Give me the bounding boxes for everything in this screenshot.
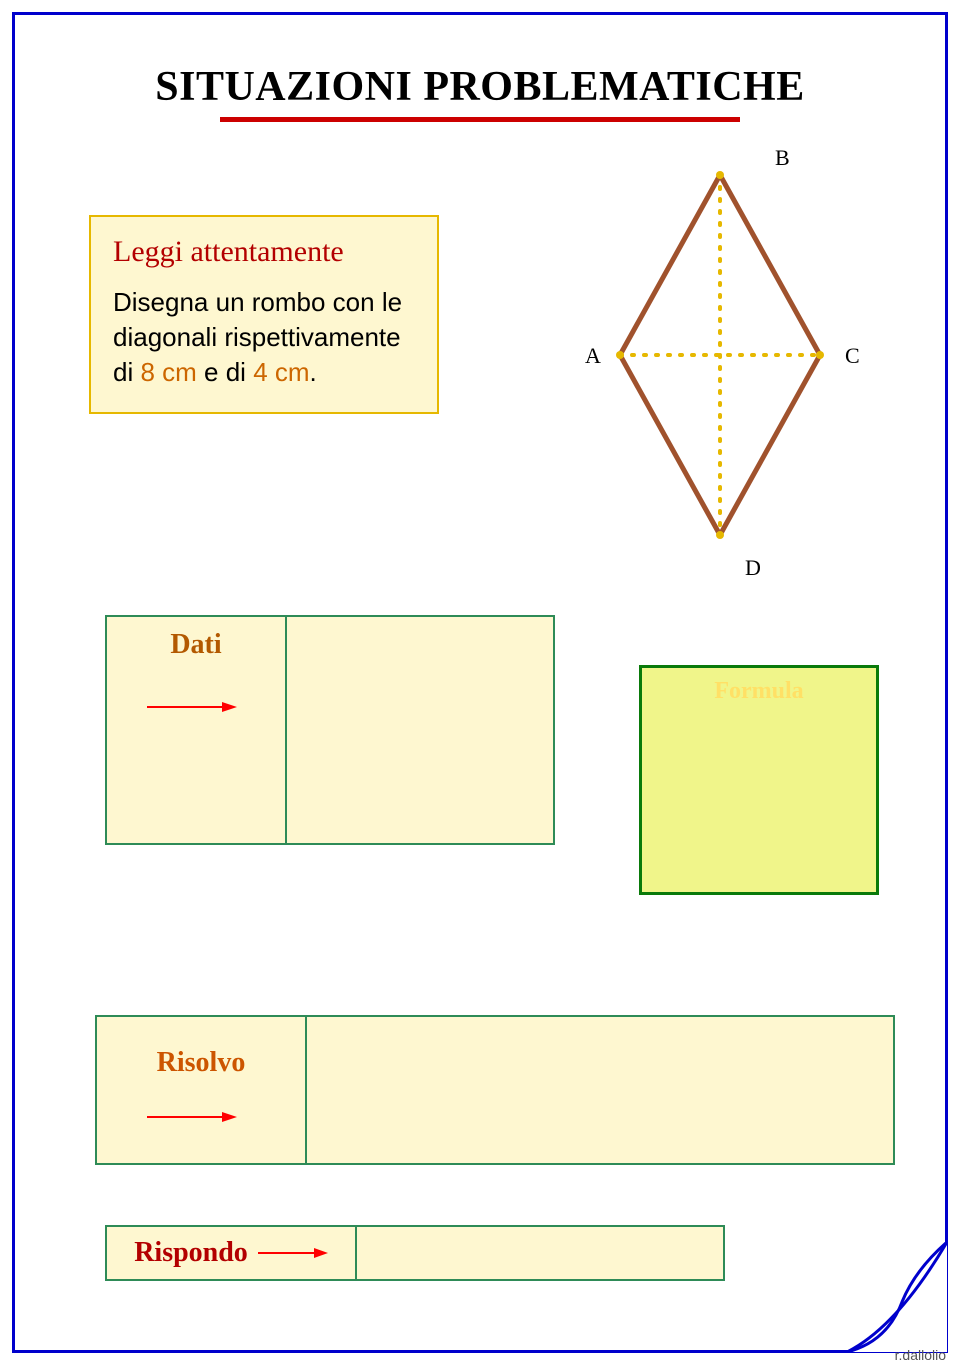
vertex-b-label: B: [775, 145, 790, 171]
diag2-value: 4 cm: [253, 357, 309, 387]
rispondo-label-cell: Rispondo: [107, 1227, 357, 1279]
text-post: .: [310, 357, 317, 387]
dati-arrow-icon: [147, 697, 237, 717]
instructions-card: Leggi attentamente Disegna un rombo con …: [89, 215, 439, 414]
title-block: SITUAZIONI PROBLEMATICHE: [15, 63, 945, 122]
rispondo-arrow-icon: [258, 1244, 328, 1262]
risolvo-label-cell: Risolvo: [97, 1017, 307, 1163]
dati-box: Dati: [105, 615, 555, 845]
risolvo-label: Risolvo: [97, 1047, 305, 1079]
instructions-text: Disegna un rombo con le diagonali rispet…: [113, 285, 415, 390]
vertex-c-label: C: [845, 343, 860, 369]
vertex-a-dot: [616, 351, 624, 359]
vertex-b-dot: [716, 171, 724, 179]
vertex-d-label: D: [745, 555, 761, 581]
vertex-d-dot: [716, 531, 724, 539]
dati-content-cell: [287, 617, 553, 843]
instructions-heading: Leggi attentamente: [113, 235, 415, 269]
title-underline: [220, 117, 740, 122]
dati-label: Dati: [107, 629, 285, 661]
formula-box: Formula: [639, 665, 879, 895]
rispondo-box: Rispondo: [105, 1225, 725, 1281]
diag1-value: 8 cm: [140, 357, 196, 387]
footer-credit: r.dallolio: [895, 1347, 946, 1363]
page-frame: SITUAZIONI PROBLEMATICHE Leggi attentame…: [12, 12, 948, 1353]
page-title: SITUAZIONI PROBLEMATICHE: [15, 63, 945, 111]
vertex-a-label: A: [585, 343, 601, 369]
risolvo-box: Risolvo: [95, 1015, 895, 1165]
risolvo-content-cell: [307, 1017, 893, 1163]
page-curl-icon: [847, 1242, 947, 1352]
rhombus-figure: B A C D: [535, 155, 905, 595]
dati-label-cell: Dati: [107, 617, 287, 843]
formula-label: Formula: [652, 678, 866, 705]
text-mid: e di: [197, 357, 253, 387]
vertex-c-dot: [816, 351, 824, 359]
risolvo-arrow-icon: [147, 1107, 237, 1127]
rispondo-label: Rispondo: [134, 1237, 248, 1269]
rhombus-svg: [535, 155, 905, 595]
